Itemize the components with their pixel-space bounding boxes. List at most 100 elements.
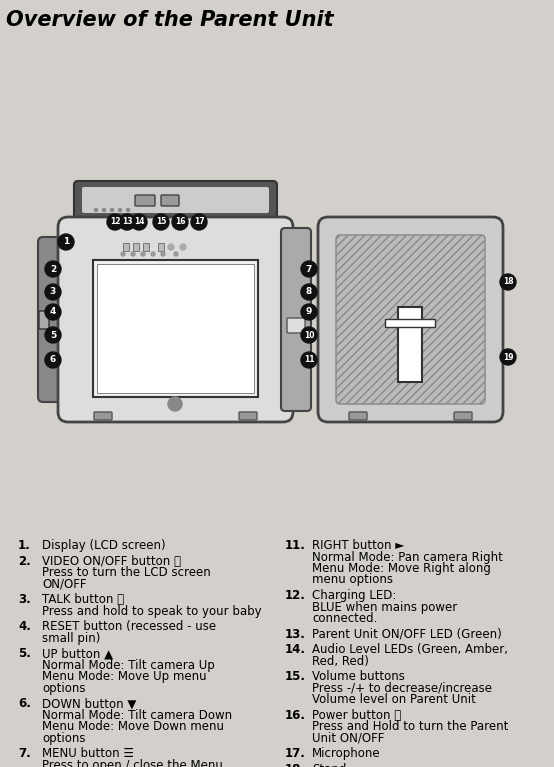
Text: Stand: Stand	[312, 762, 346, 767]
Text: 13.: 13.	[285, 627, 306, 640]
FancyBboxPatch shape	[318, 217, 503, 422]
FancyBboxPatch shape	[336, 235, 485, 404]
Text: 11: 11	[304, 355, 314, 364]
Text: 14: 14	[134, 218, 144, 226]
Text: RESET button (recessed - use: RESET button (recessed - use	[42, 620, 216, 633]
Circle shape	[141, 252, 145, 256]
Text: Menu Mode: Move Right along: Menu Mode: Move Right along	[312, 562, 491, 575]
Text: 4.: 4.	[18, 620, 31, 633]
FancyBboxPatch shape	[287, 318, 305, 333]
Circle shape	[500, 349, 516, 365]
Text: Press and hold to speak to your baby: Press and hold to speak to your baby	[42, 604, 261, 617]
Text: 19: 19	[502, 353, 513, 361]
Text: Power button ⏻: Power button ⏻	[312, 709, 401, 722]
Text: Display (LCD screen): Display (LCD screen)	[42, 539, 166, 552]
FancyBboxPatch shape	[239, 412, 257, 420]
Text: 7.: 7.	[18, 747, 31, 760]
Text: Red, Red): Red, Red)	[312, 654, 369, 667]
Circle shape	[153, 214, 169, 230]
Text: Normal Mode: Tilt camera Up: Normal Mode: Tilt camera Up	[42, 659, 215, 672]
FancyBboxPatch shape	[82, 187, 269, 213]
Text: options: options	[42, 732, 85, 745]
Text: DOWN button ▼: DOWN button ▼	[42, 697, 136, 710]
Text: 8: 8	[306, 288, 312, 297]
Circle shape	[95, 209, 98, 212]
Bar	[97, 264, 254, 393]
FancyBboxPatch shape	[281, 228, 311, 411]
Text: 17.: 17.	[285, 747, 306, 760]
Circle shape	[301, 352, 317, 368]
FancyBboxPatch shape	[161, 195, 179, 206]
Text: Volume level on Parent Unit: Volume level on Parent Unit	[312, 693, 476, 706]
Circle shape	[45, 304, 61, 320]
Circle shape	[131, 252, 135, 256]
Text: MENU button ☰: MENU button ☰	[42, 747, 134, 760]
Circle shape	[172, 214, 188, 230]
Bar	[398, 307, 422, 382]
Text: ON/OFF: ON/OFF	[42, 578, 86, 591]
Circle shape	[168, 244, 174, 250]
Text: Parent Unit ON/OFF LED (Green): Parent Unit ON/OFF LED (Green)	[312, 627, 502, 640]
Bar	[133, 243, 139, 251]
Text: Press and Hold to turn the Parent: Press and Hold to turn the Parent	[312, 720, 509, 733]
Circle shape	[107, 214, 123, 230]
Text: VIDEO ON/OFF button ⎙: VIDEO ON/OFF button ⎙	[42, 555, 181, 568]
Text: 17: 17	[194, 218, 204, 226]
Text: Volume buttons: Volume buttons	[312, 670, 405, 683]
Text: 15.: 15.	[285, 670, 306, 683]
Text: 3.: 3.	[18, 593, 31, 606]
Text: TALK button 🎤: TALK button 🎤	[42, 593, 124, 606]
Text: Charging LED:: Charging LED:	[312, 589, 396, 602]
FancyBboxPatch shape	[135, 195, 155, 206]
Text: BLUE when mains power: BLUE when mains power	[312, 601, 457, 614]
Circle shape	[174, 252, 178, 256]
Text: small pin): small pin)	[42, 631, 100, 644]
Text: UP button ▲: UP button ▲	[42, 647, 113, 660]
Text: connected.: connected.	[312, 612, 377, 625]
Bar	[93, 260, 258, 397]
Text: 11.: 11.	[285, 539, 306, 552]
Circle shape	[119, 214, 135, 230]
FancyBboxPatch shape	[58, 217, 293, 422]
Text: 12.: 12.	[285, 589, 306, 602]
Circle shape	[151, 252, 155, 256]
Bar	[158, 243, 164, 251]
Circle shape	[102, 209, 105, 212]
Text: 14.: 14.	[285, 643, 306, 656]
Text: 10: 10	[304, 331, 314, 340]
Text: 16.: 16.	[285, 709, 306, 722]
Text: 1.: 1.	[18, 539, 31, 552]
Text: Audio Level LEDs (Green, Amber,: Audio Level LEDs (Green, Amber,	[312, 643, 508, 656]
Text: 2.: 2.	[18, 555, 31, 568]
Text: Normal Mode: Pan camera Right: Normal Mode: Pan camera Right	[312, 551, 503, 564]
Circle shape	[161, 252, 165, 256]
Text: Overview of the Parent Unit: Overview of the Parent Unit	[6, 10, 334, 30]
Circle shape	[301, 261, 317, 277]
Text: Press to open / close the Menu: Press to open / close the Menu	[42, 759, 223, 767]
Text: 2: 2	[50, 265, 56, 274]
Circle shape	[119, 209, 121, 212]
Text: RIGHT button ►: RIGHT button ►	[312, 539, 404, 552]
Bar	[143, 243, 149, 251]
Circle shape	[168, 397, 182, 411]
Text: 5: 5	[50, 331, 56, 340]
Text: 18.: 18.	[285, 762, 306, 767]
FancyBboxPatch shape	[39, 311, 49, 329]
Circle shape	[58, 234, 74, 250]
FancyBboxPatch shape	[349, 412, 367, 420]
Text: 16: 16	[175, 218, 185, 226]
Text: Menu Mode: Move Up menu: Menu Mode: Move Up menu	[42, 670, 207, 683]
FancyBboxPatch shape	[74, 181, 277, 219]
Text: 1: 1	[63, 238, 69, 246]
FancyBboxPatch shape	[454, 412, 472, 420]
Text: Normal Mode: Tilt camera Down: Normal Mode: Tilt camera Down	[42, 709, 232, 722]
Circle shape	[110, 209, 114, 212]
Text: 6.: 6.	[18, 697, 31, 710]
Bar	[385, 319, 435, 327]
Circle shape	[45, 327, 61, 343]
Text: 4: 4	[50, 308, 56, 317]
Text: Press to turn the LCD screen: Press to turn the LCD screen	[42, 566, 211, 579]
Circle shape	[45, 352, 61, 368]
Text: Press -/+ to decrease/increase: Press -/+ to decrease/increase	[312, 682, 492, 695]
Circle shape	[126, 209, 130, 212]
